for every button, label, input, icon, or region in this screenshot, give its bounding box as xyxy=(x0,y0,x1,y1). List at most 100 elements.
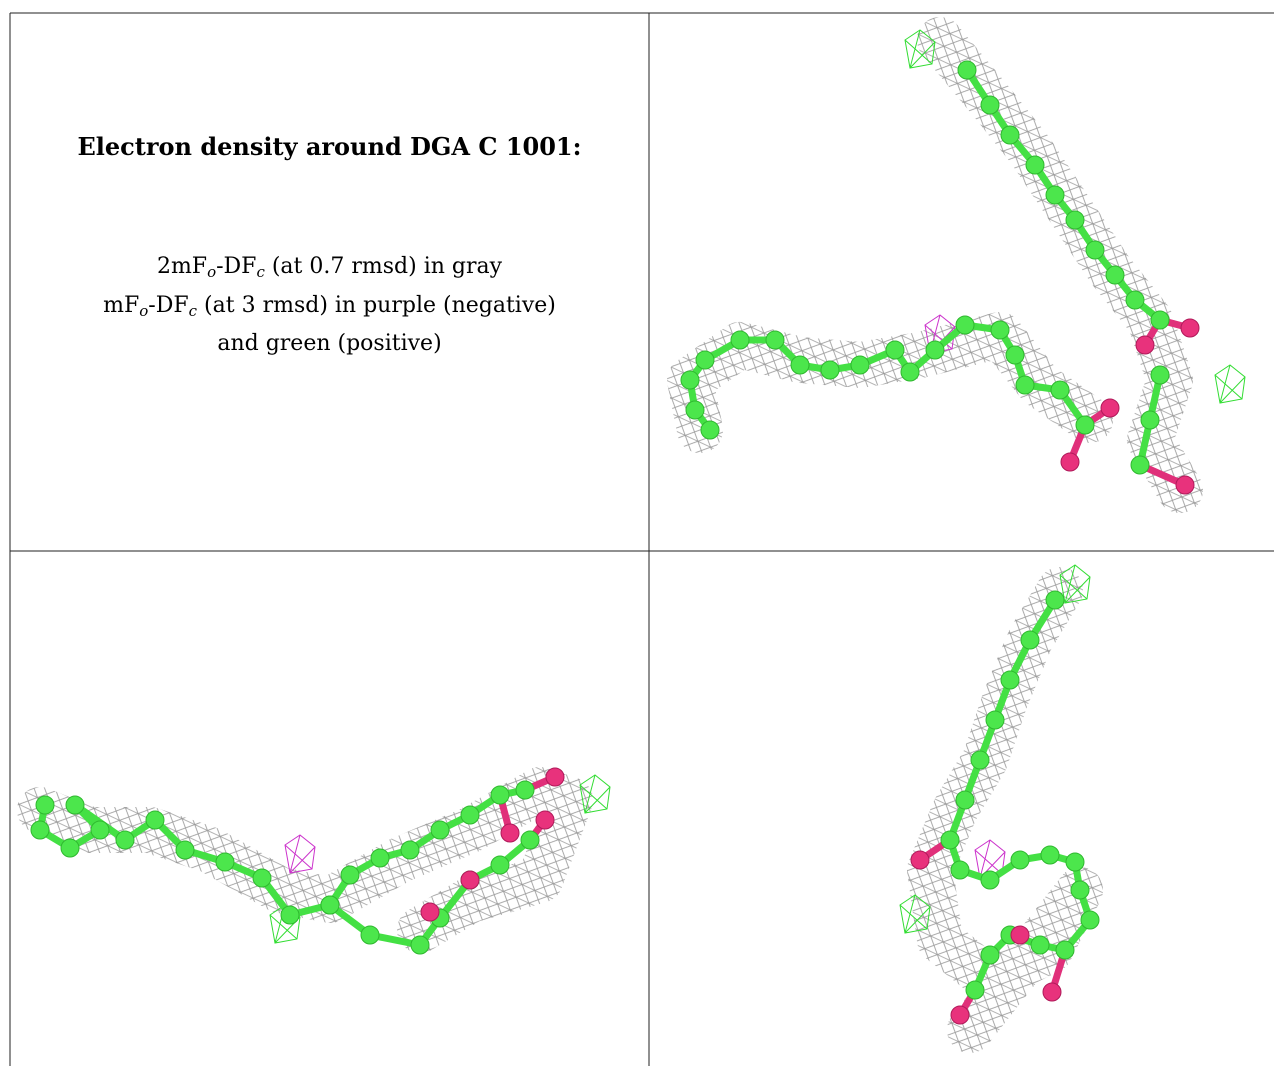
oxygen-atom xyxy=(1181,319,1199,337)
legend: 2mFo-DFc (at 0.7 rmsd) in graymFo-DFc (a… xyxy=(10,248,649,364)
carbon-atom xyxy=(146,811,164,829)
carbon-atom xyxy=(1066,853,1084,871)
carbon-atom xyxy=(516,781,534,799)
carbon-atom xyxy=(791,356,809,374)
carbon-atom xyxy=(1141,411,1159,429)
legend-text: -DF xyxy=(216,254,256,279)
section-title: Electron density around DGA C 1001: xyxy=(10,132,649,161)
carbon-atom xyxy=(521,831,539,849)
carbon-atom xyxy=(253,869,271,887)
carbon-atom xyxy=(1006,346,1024,364)
carbon-atom xyxy=(281,906,299,924)
carbon-atom xyxy=(1021,631,1039,649)
carbon-atom xyxy=(1026,156,1044,174)
legend-text: c xyxy=(189,302,197,320)
difference-density xyxy=(1215,365,1245,403)
legend-text: and green (positive) xyxy=(217,331,441,356)
carbon-atom xyxy=(116,831,134,849)
carbon-atom xyxy=(851,356,869,374)
carbon-atom xyxy=(176,841,194,859)
carbon-atom xyxy=(1126,291,1144,309)
carbon-atom xyxy=(991,321,1009,339)
carbon-atom xyxy=(1071,881,1089,899)
legend-text: o xyxy=(207,263,216,281)
carbon-atom xyxy=(461,806,479,824)
carbon-atom xyxy=(491,786,509,804)
carbon-atom xyxy=(971,751,989,769)
carbon-atom xyxy=(31,821,49,839)
carbon-atom xyxy=(91,821,109,839)
carbon-atom xyxy=(766,331,784,349)
carbon-atom xyxy=(216,853,234,871)
carbon-atom xyxy=(321,896,339,914)
carbon-atom xyxy=(1051,381,1069,399)
carbon-atom xyxy=(1001,126,1019,144)
carbon-atom xyxy=(731,331,749,349)
carbon-atom xyxy=(411,936,429,954)
legend-text: c xyxy=(256,263,264,281)
oxygen-atom xyxy=(1101,399,1119,417)
carbon-atom xyxy=(341,866,359,884)
carbon-atom xyxy=(61,839,79,857)
carbon-atom xyxy=(1106,266,1124,284)
carbon-atom xyxy=(966,981,984,999)
carbon-atom xyxy=(1151,311,1169,329)
carbon-atom xyxy=(986,711,1004,729)
oxygen-atom xyxy=(911,851,929,869)
carbon-atom xyxy=(886,341,904,359)
carbon-atom xyxy=(1031,936,1049,954)
carbon-atom xyxy=(686,401,704,419)
legend-text: mF xyxy=(103,293,139,318)
carbon-atom xyxy=(66,796,84,814)
legend-text: (at 3 rmsd) in purple (negative) xyxy=(197,293,556,318)
carbon-atom xyxy=(1086,241,1104,259)
carbon-atom xyxy=(981,946,999,964)
carbon-atom xyxy=(1151,366,1169,384)
carbon-atom xyxy=(1081,911,1099,929)
carbon-atom xyxy=(951,861,969,879)
carbon-atom xyxy=(941,831,959,849)
legend-line: 2mFo-DFc (at 0.7 rmsd) in gray xyxy=(10,248,649,287)
oxygen-atom xyxy=(1136,336,1154,354)
carbon-atom xyxy=(956,791,974,809)
difference-density xyxy=(285,835,315,873)
oxygen-atom xyxy=(421,903,439,921)
carbon-atom xyxy=(1076,416,1094,434)
carbon-atom xyxy=(1131,456,1149,474)
carbon-atom xyxy=(431,821,449,839)
carbon-atom xyxy=(1066,211,1084,229)
carbon-atom xyxy=(958,61,976,79)
oxygen-atom xyxy=(1043,983,1061,1001)
oxygen-atom xyxy=(461,871,479,889)
carbon-atom xyxy=(401,841,419,859)
carbon-atom xyxy=(491,856,509,874)
legend-text: (at 0.7 rmsd) in gray xyxy=(265,254,502,279)
carbon-atom xyxy=(1041,846,1059,864)
molecule-images xyxy=(31,30,1245,1030)
oxygen-atom xyxy=(1061,453,1079,471)
carbon-atom xyxy=(901,363,919,381)
oxygen-atom xyxy=(546,768,564,786)
legend-text: o xyxy=(139,302,148,320)
carbon-atom xyxy=(1016,376,1034,394)
carbon-atom xyxy=(981,96,999,114)
oxygen-atom xyxy=(1011,926,1029,944)
legend-line: and green (positive) xyxy=(10,325,649,364)
carbon-atom xyxy=(956,316,974,334)
carbon-atom xyxy=(981,871,999,889)
page: Electron density around DGA C 1001: 2mFo… xyxy=(0,0,1274,1066)
oxygen-atom xyxy=(536,811,554,829)
carbon-atom xyxy=(1056,941,1074,959)
carbon-atom xyxy=(701,421,719,439)
carbon-atom xyxy=(1046,186,1064,204)
carbon-atom xyxy=(681,371,699,389)
carbon-atom xyxy=(821,361,839,379)
carbon-atom xyxy=(371,849,389,867)
carbon-atom xyxy=(1011,851,1029,869)
carbon-atom xyxy=(696,351,714,369)
carbon-atom xyxy=(926,341,944,359)
legend-text: 2mF xyxy=(157,254,207,279)
oxygen-atom xyxy=(501,824,519,842)
carbon-atom xyxy=(1001,671,1019,689)
carbon-atom xyxy=(1046,591,1064,609)
